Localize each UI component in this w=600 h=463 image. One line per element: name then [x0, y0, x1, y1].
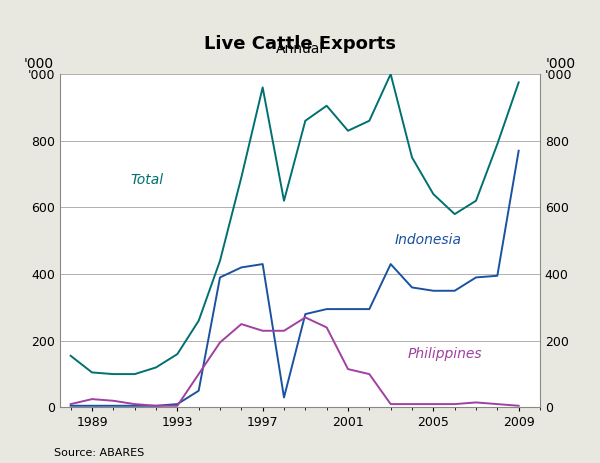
Text: '000: '000 — [546, 57, 576, 71]
Text: '000: '000 — [24, 57, 54, 71]
Title: Live Cattle Exports: Live Cattle Exports — [204, 35, 396, 53]
Text: Source: ABARES: Source: ABARES — [54, 448, 144, 458]
Text: Total: Total — [130, 173, 164, 187]
Text: Annual: Annual — [276, 42, 324, 56]
Text: Philippines: Philippines — [408, 347, 482, 361]
Text: Indonesia: Indonesia — [395, 233, 462, 247]
